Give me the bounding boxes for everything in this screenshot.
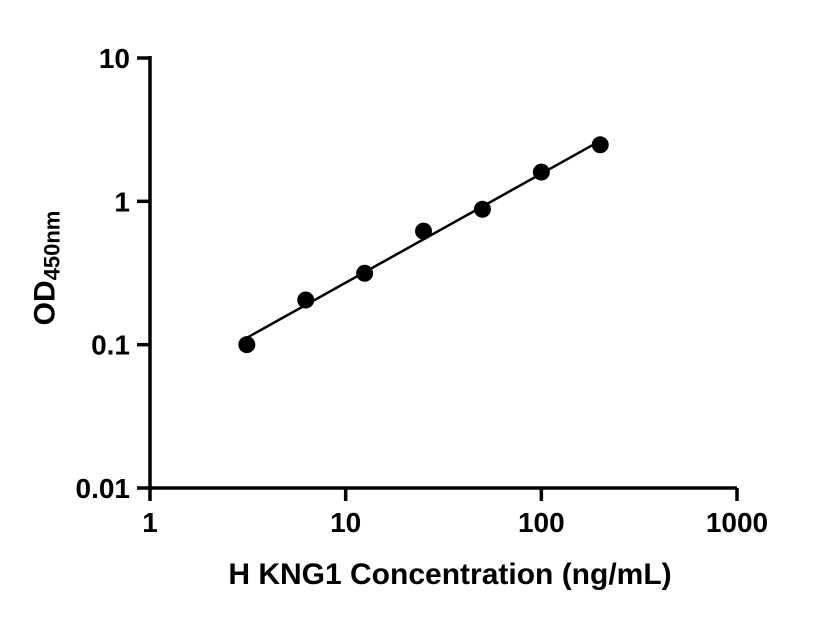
data-point [473, 200, 491, 218]
y-tick-label: 1 [114, 186, 130, 217]
axis-spine [148, 56, 737, 490]
data-point [297, 291, 315, 309]
data-point [356, 264, 374, 282]
data-point [591, 136, 609, 154]
y-tick-label: 10 [99, 43, 130, 74]
y-axis-label: OD450nm [29, 211, 66, 326]
x-axis-label: H KNG1 Concentration (ng/mL) [228, 558, 672, 591]
y-axis-label-main: OD [28, 280, 62, 326]
y-tick-label: 0.1 [91, 330, 130, 361]
x-tick-label: 10 [330, 507, 361, 538]
data-point [532, 163, 550, 181]
data-point [238, 336, 256, 354]
data-point [415, 222, 433, 240]
x-tick-label: 100 [518, 507, 565, 538]
y-tick-label: 0.01 [76, 473, 131, 504]
x-tick-label: 1000 [706, 507, 768, 538]
x-tick-label: 1 [142, 507, 158, 538]
y-axis-label-subscript: 450nm [39, 210, 65, 281]
